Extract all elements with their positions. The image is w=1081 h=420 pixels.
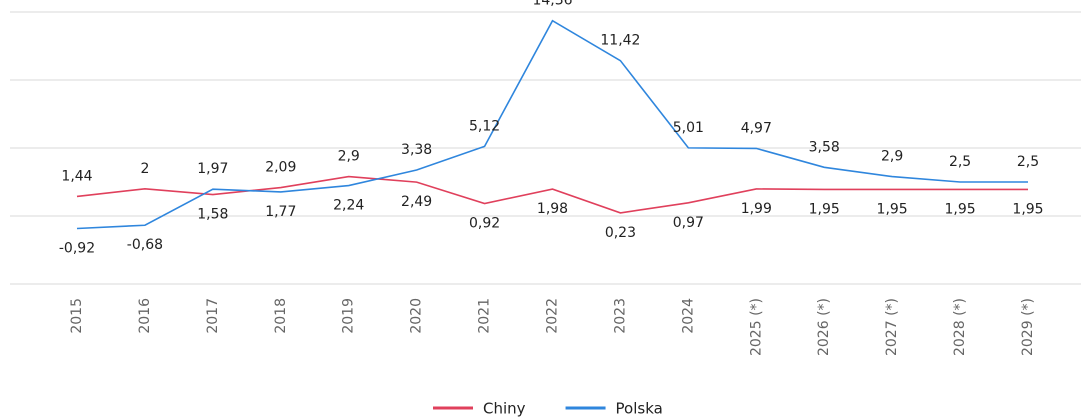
data-label: 1,99	[741, 201, 772, 217]
x-tick-label: 2018	[273, 298, 289, 334]
data-label: 0,97	[673, 215, 704, 231]
legend-label: Chiny	[483, 400, 526, 418]
x-tick-label: 2029 (*)	[1020, 298, 1036, 356]
x-tick-label: 2020	[409, 298, 425, 334]
data-label: 5,12	[469, 118, 500, 134]
data-label: 3,38	[401, 142, 432, 158]
data-label: 1,58	[197, 207, 228, 223]
x-tick-label: 2022	[545, 298, 561, 334]
data-label: 2,49	[401, 194, 432, 210]
data-label: 5,01	[673, 120, 704, 136]
data-label: 4,97	[741, 120, 772, 136]
x-tick-label: 2021	[477, 298, 493, 334]
data-label: 14,36	[532, 0, 572, 9]
data-label: 1,95	[944, 201, 975, 217]
data-label: 1,77	[265, 204, 296, 220]
data-label: 1,98	[537, 201, 568, 217]
x-tick-label: 2016	[137, 298, 153, 334]
data-label: 2,5	[949, 154, 971, 170]
data-label: 1,44	[61, 168, 92, 184]
data-label: 2,24	[333, 198, 364, 214]
data-label: 1,95	[877, 201, 908, 217]
data-label: 1,95	[1012, 201, 1043, 217]
series-line	[76, 175, 1028, 214]
data-label: 2	[140, 161, 149, 177]
legend-label: Polska	[616, 400, 663, 418]
series-line	[76, 19, 1028, 230]
data-label: 2,09	[265, 160, 296, 176]
x-tick-label: 2019	[341, 298, 357, 334]
data-label: 2,9	[338, 149, 360, 165]
data-label: 1,95	[809, 201, 840, 217]
x-tick-label: 2015	[69, 298, 85, 334]
data-label: 0,92	[469, 215, 500, 231]
data-label: 1,97	[197, 161, 228, 177]
x-tick-label: 2025 (*)	[748, 298, 764, 356]
data-label: -0,68	[127, 237, 163, 253]
x-tick-label: 2026 (*)	[816, 298, 832, 356]
x-tick-label: 2017	[205, 298, 221, 334]
data-label: 11,42	[600, 33, 640, 49]
data-label: 2,9	[881, 149, 903, 165]
x-tick-label: 2027 (*)	[884, 298, 900, 356]
data-label: -0,92	[59, 241, 95, 257]
data-label: 0,23	[605, 225, 636, 241]
data-label: 3,58	[809, 139, 840, 155]
x-tick-label: 2023	[612, 298, 628, 334]
data-label: 2,5	[1017, 154, 1039, 170]
x-tick-label: 2024	[680, 298, 696, 334]
x-tick-label: 2028 (*)	[952, 298, 968, 356]
